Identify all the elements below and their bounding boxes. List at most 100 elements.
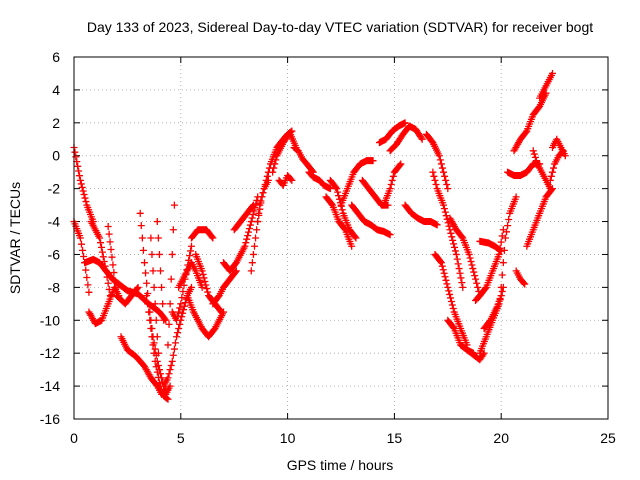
data-point <box>154 234 162 242</box>
data-point <box>248 259 256 267</box>
data-point <box>246 221 254 229</box>
data-point <box>109 261 117 269</box>
data-point <box>458 279 466 287</box>
data-point <box>203 285 211 293</box>
data-point <box>134 283 142 291</box>
data-point <box>340 225 348 233</box>
data-point <box>75 167 83 175</box>
data-point <box>352 234 360 242</box>
data-point <box>204 288 212 296</box>
data-point <box>140 259 148 267</box>
data-point <box>504 222 512 230</box>
data-point <box>441 172 449 180</box>
data-point <box>458 233 466 241</box>
data-point <box>139 246 147 254</box>
data-point <box>447 294 455 302</box>
data-point <box>148 250 156 258</box>
data-point <box>447 229 455 237</box>
y-tick-label: 2 <box>52 115 60 131</box>
data-point <box>178 294 186 302</box>
data-point <box>106 238 114 246</box>
x-axis-title: GPS time / hours <box>287 457 394 473</box>
data-point <box>467 258 475 266</box>
data-point <box>198 267 206 275</box>
data-point <box>72 153 80 161</box>
data-point <box>76 234 84 242</box>
y-tick-label: -10 <box>40 312 60 328</box>
data-point <box>136 209 144 217</box>
data-point <box>445 287 453 295</box>
data-point <box>97 239 105 247</box>
data-point <box>152 316 160 324</box>
data-point <box>417 134 425 142</box>
data-point <box>326 185 334 193</box>
data-point <box>111 276 119 284</box>
data-point <box>102 267 110 275</box>
data-point <box>208 233 216 241</box>
data-point <box>546 176 554 184</box>
data-point <box>436 258 444 266</box>
data-point <box>173 333 181 341</box>
data-point <box>437 160 445 168</box>
data-point <box>248 214 256 222</box>
data-point <box>250 242 258 250</box>
data-point <box>155 379 163 387</box>
grid-lines <box>74 57 608 419</box>
data-point <box>173 316 181 324</box>
data-point <box>76 176 84 184</box>
data-point <box>245 228 253 236</box>
data-point <box>451 247 459 255</box>
data-point <box>288 176 296 184</box>
data-point <box>259 189 267 197</box>
data-point <box>449 305 457 313</box>
data-point <box>481 285 489 293</box>
data-point <box>166 300 174 308</box>
data-point <box>433 221 441 229</box>
data-point <box>397 160 405 168</box>
data-point <box>98 248 106 256</box>
data-point <box>157 267 165 275</box>
data-point <box>199 270 207 278</box>
data-point <box>159 389 167 397</box>
data-point <box>546 185 554 193</box>
data-point <box>165 370 173 378</box>
data-point <box>435 152 443 160</box>
data-point <box>146 316 154 324</box>
y-axis-title: SDTVAR / TECUs <box>7 182 23 294</box>
data-point <box>253 226 261 234</box>
data-point <box>272 156 280 164</box>
data-point <box>198 283 206 291</box>
y-tick-label: -2 <box>48 181 61 197</box>
data-point <box>472 275 480 283</box>
data-point <box>108 253 116 261</box>
data-point <box>503 228 511 236</box>
data-point <box>142 269 150 277</box>
data-point <box>216 307 224 315</box>
data-point <box>455 265 463 273</box>
data-point <box>164 395 172 403</box>
data-point <box>177 300 185 308</box>
y-tick-labels: 6 4 2 0 -2 -4 -6 -8 -10 -12 -14 -16 <box>40 49 60 427</box>
data-point <box>505 215 513 223</box>
x-tick-labels: 0 5 10 15 20 25 <box>70 430 616 446</box>
data-points <box>70 69 569 403</box>
data-point <box>200 274 208 282</box>
data-point <box>547 172 555 180</box>
x-tick-label: 10 <box>280 430 296 446</box>
data-point <box>232 267 240 275</box>
data-point <box>351 233 359 241</box>
data-point <box>449 323 457 331</box>
data-point <box>270 164 278 172</box>
data-point <box>442 276 450 284</box>
data-point <box>501 234 509 242</box>
data-point <box>451 243 459 251</box>
data-point <box>155 250 163 258</box>
data-point <box>137 222 145 230</box>
data-point <box>449 236 457 244</box>
data-point <box>166 382 174 390</box>
data-point <box>255 211 263 219</box>
y-tick-label: 0 <box>52 148 60 164</box>
data-point <box>151 357 159 365</box>
data-point <box>446 290 454 298</box>
data-point <box>82 198 90 206</box>
